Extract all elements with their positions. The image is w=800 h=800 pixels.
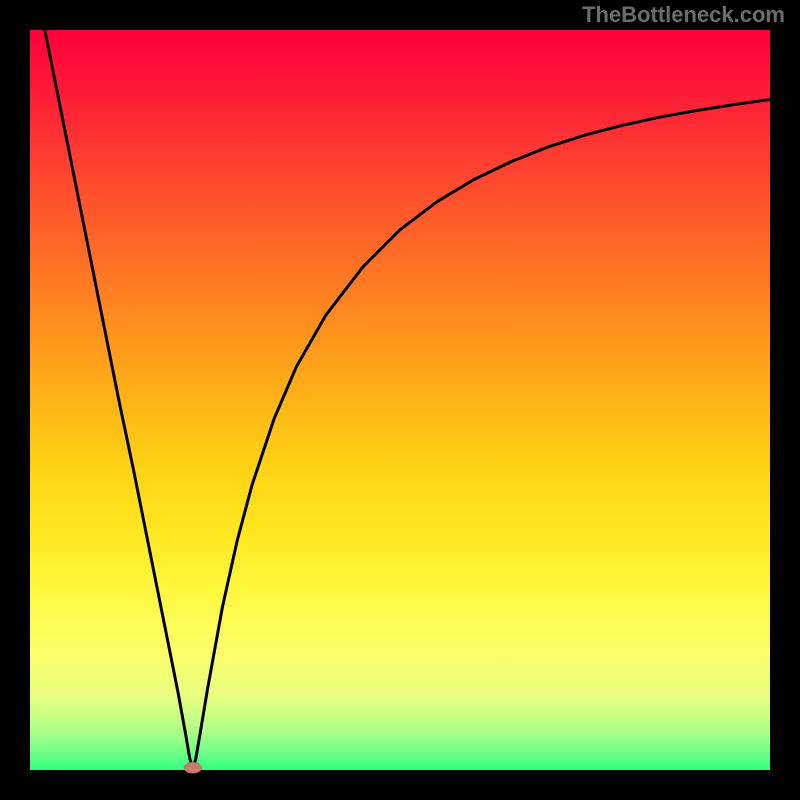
plot-area [30, 30, 770, 770]
chart-svg: TheBottleneck.com [0, 0, 800, 800]
optimum-marker [184, 762, 202, 773]
bottleneck-chart: TheBottleneck.com [0, 0, 800, 800]
watermark-text: TheBottleneck.com [582, 2, 785, 27]
